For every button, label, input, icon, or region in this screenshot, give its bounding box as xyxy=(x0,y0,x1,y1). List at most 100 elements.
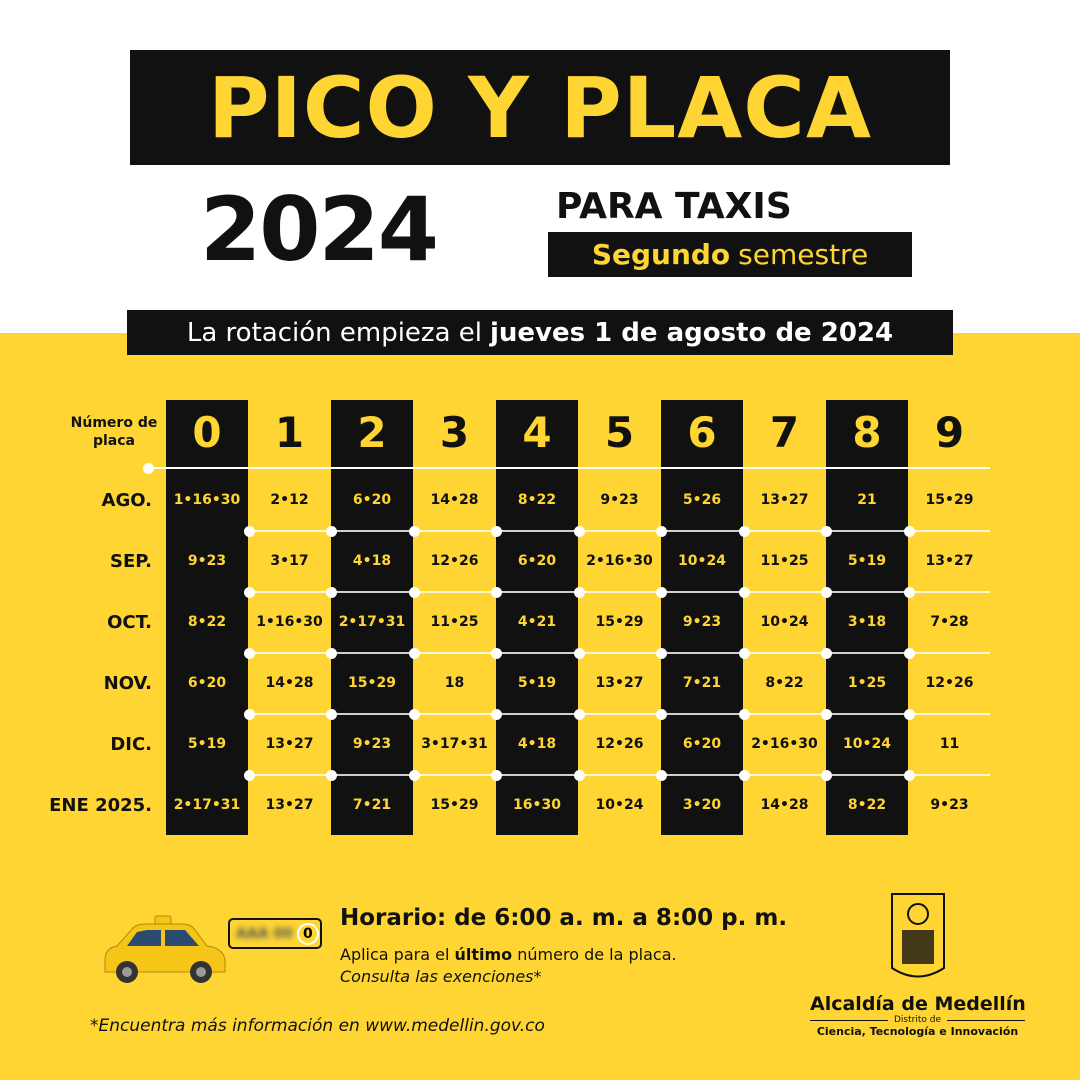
plate-digit-1: 1 xyxy=(274,408,305,457)
table-cell: 6•20 xyxy=(682,736,722,752)
year: 2024 xyxy=(200,178,439,281)
semester-badge: Segundo semestre xyxy=(548,232,912,277)
grid-dot xyxy=(656,587,667,598)
header-divider xyxy=(148,467,990,469)
table-cell: 4•18 xyxy=(352,553,392,569)
table-cell: 9•23 xyxy=(187,553,227,569)
dark-column xyxy=(331,400,413,835)
table-cell: 11•25 xyxy=(430,614,479,630)
table-cell: 16•30 xyxy=(513,797,561,813)
table-cell: 8•22 xyxy=(517,492,557,508)
table-cell: 13•27 xyxy=(595,675,644,691)
plate-blurred: AAA 00 xyxy=(236,925,293,942)
grid-dot xyxy=(408,648,420,659)
month-label: SEP. xyxy=(110,551,152,572)
title-banner: PICO Y PLACA xyxy=(130,50,950,165)
grid-dot xyxy=(573,526,585,537)
table-cell: 18 xyxy=(444,675,465,691)
plate-last-digit: 0 xyxy=(296,922,319,945)
logo-sector: Ciencia, Tecnología e Innovación xyxy=(816,1025,1019,1038)
table-cell: 3•17 xyxy=(270,553,309,569)
grid-dot xyxy=(821,770,832,781)
grid-dot xyxy=(656,770,667,781)
table-cell: 1•25 xyxy=(847,675,887,691)
table-cell: 15•29 xyxy=(348,675,396,691)
alcaldia-logo: Alcaldía de Medellín Distrito de Ciencia… xyxy=(810,890,1026,1038)
table-cell: 5•19 xyxy=(187,736,227,752)
grid-dot xyxy=(408,709,420,720)
grid-dot xyxy=(408,526,420,537)
plate-digit-0: 0 xyxy=(192,408,222,457)
grid-dot xyxy=(573,648,585,659)
table-cell: 6•20 xyxy=(517,553,557,569)
plate-digit-3: 3 xyxy=(439,408,470,457)
dark-column xyxy=(166,400,248,835)
grid-dot xyxy=(326,587,337,598)
grid-dot xyxy=(491,770,502,781)
dark-column xyxy=(826,400,908,835)
plate-digit-9: 9 xyxy=(934,408,965,457)
row-divider xyxy=(248,713,990,715)
dark-column xyxy=(496,400,578,835)
grid-dot xyxy=(903,770,915,781)
exemptions-text: Consulta las exenciones* xyxy=(340,967,542,986)
table-cell: 8•22 xyxy=(765,675,804,691)
table-cell: 13•27 xyxy=(925,553,974,569)
grid-dot xyxy=(738,526,750,537)
table-cell: 3•18 xyxy=(847,614,887,630)
plate-digit-5: 5 xyxy=(604,408,635,457)
table-cell: 9•23 xyxy=(682,614,722,630)
coat-of-arms-icon xyxy=(810,890,1025,989)
grid-dot xyxy=(903,648,915,659)
subtitle: PARA TAXIS xyxy=(556,186,792,227)
table-cell: 12•26 xyxy=(925,675,974,691)
grid-dot xyxy=(326,770,337,781)
plate-number-label: Número de placa xyxy=(70,415,158,449)
table-cell: 12•26 xyxy=(595,736,644,752)
grid-dot xyxy=(243,770,255,781)
table-cell: 2•16•30 xyxy=(751,736,818,752)
grid-dot xyxy=(573,709,585,720)
grid-dot xyxy=(491,709,502,720)
grid-dot xyxy=(656,648,667,659)
semester-rest: semestre xyxy=(738,238,869,271)
table-cell: 9•23 xyxy=(352,736,392,752)
table-cell: 15•29 xyxy=(430,797,479,813)
table-cell: 14•28 xyxy=(760,797,809,813)
table-cell: 6•20 xyxy=(187,675,227,691)
month-label: AGO. xyxy=(101,490,152,511)
plate-example: AAA 00 0 xyxy=(228,918,322,949)
table-cell: 1•16•30 xyxy=(256,614,323,630)
more-info-link[interactable]: *Encuentra más información en www.medell… xyxy=(90,1016,545,1036)
table-cell: 11 xyxy=(939,736,960,752)
grid-dot xyxy=(656,526,667,537)
table-cell: 5•19 xyxy=(517,675,557,691)
table-cell: 9•23 xyxy=(600,492,639,508)
grid-dot xyxy=(573,587,585,598)
table-cell: 10•24 xyxy=(843,736,891,752)
grid-dot xyxy=(738,587,750,598)
plate-digit-4: 4 xyxy=(522,408,552,457)
applies-prefix: Aplica para el xyxy=(340,945,450,964)
table-cell: 3•20 xyxy=(682,797,722,813)
table-cell: 2•17•31 xyxy=(338,614,406,630)
table-cell: 8•22 xyxy=(847,797,887,813)
grid-dot xyxy=(243,709,255,720)
grid-dot xyxy=(491,526,502,537)
grid-dot xyxy=(243,587,255,598)
plate-digit-6: 6 xyxy=(687,408,717,457)
grid-dot xyxy=(326,648,337,659)
row-divider xyxy=(248,774,990,776)
rotation-prefix: La rotación empieza el xyxy=(186,317,482,348)
table-cell: 5•19 xyxy=(847,553,887,569)
grid-dot xyxy=(408,587,420,598)
table-cell: 21 xyxy=(857,492,877,508)
page-title: PICO Y PLACA xyxy=(208,58,872,157)
rotation-date: jueves 1 de agosto de 2024 xyxy=(490,317,894,348)
applies-suffix: número de la placa. xyxy=(517,945,677,964)
grid-dot xyxy=(821,587,832,598)
table-cell: 6•20 xyxy=(352,492,392,508)
dark-column xyxy=(661,400,743,835)
month-label: DIC. xyxy=(110,734,152,755)
semester-bold: Segundo xyxy=(591,238,731,271)
